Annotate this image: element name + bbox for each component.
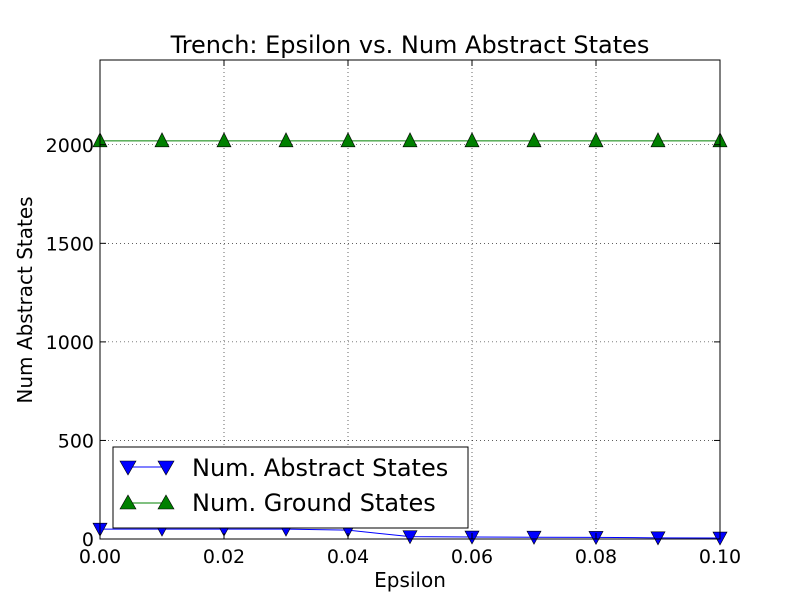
legend-marker-ground-2 bbox=[157, 494, 175, 510]
x-tick-label: 0.08 bbox=[575, 546, 617, 568]
y-tick-label: 1000 bbox=[46, 332, 94, 354]
chart-title: Trench: Epsilon vs. Num Abstract States bbox=[170, 31, 650, 59]
x-tick-label: 0.06 bbox=[451, 546, 493, 568]
legend-marker-abstract bbox=[119, 460, 137, 476]
x-tick-label: 0.10 bbox=[699, 546, 741, 568]
axis-ticks: 0.00 0.02 0.04 0.06 0.08 0.10 0 500 1000 1500 2000 bbox=[46, 60, 741, 568]
data-point-1 bbox=[526, 132, 542, 148]
data-point-1 bbox=[650, 132, 666, 148]
y-tick-label: 500 bbox=[58, 430, 94, 452]
x-axis-label: Epsilon bbox=[374, 568, 446, 592]
data-point-1 bbox=[340, 132, 356, 148]
legend-marker-ground bbox=[119, 494, 137, 510]
data-point-1 bbox=[154, 132, 170, 148]
data-point-0 bbox=[526, 530, 542, 545]
data-point-0 bbox=[650, 531, 666, 546]
legend-label-abstract: Num. Abstract States bbox=[192, 454, 448, 482]
data-point-1 bbox=[402, 132, 418, 148]
legend-box bbox=[112, 446, 469, 529]
data-point-1 bbox=[216, 132, 232, 148]
y-tick-label: 2000 bbox=[46, 135, 94, 157]
legend-label-ground: Num. Ground States bbox=[192, 489, 436, 517]
plot-frame bbox=[99, 59, 721, 540]
x-tick-label: 0.02 bbox=[203, 546, 245, 568]
x-tick-label: 0.04 bbox=[327, 546, 369, 568]
y-axis-label: Num Abstract States bbox=[13, 196, 37, 403]
data-point-1 bbox=[588, 132, 604, 148]
data-point-0 bbox=[402, 530, 418, 545]
y-tick-label: 1500 bbox=[46, 233, 94, 255]
legend: Num. Abstract States Num. Ground States bbox=[112, 446, 469, 529]
data-point-1 bbox=[278, 132, 294, 148]
data-point-1 bbox=[464, 132, 480, 148]
y-tick-label: 0 bbox=[82, 529, 94, 551]
x-tick-label: 0.00 bbox=[79, 546, 121, 568]
legend-marker-abstract-2 bbox=[157, 460, 175, 476]
